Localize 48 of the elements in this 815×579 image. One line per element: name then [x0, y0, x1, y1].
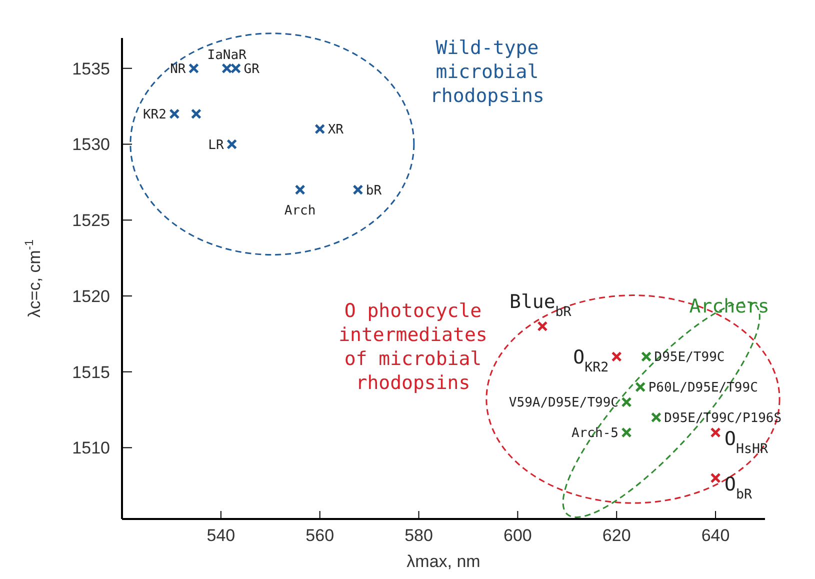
annotation: Arch — [284, 203, 316, 218]
x-tick-label: 640 — [701, 526, 730, 545]
annotation: LR — [208, 138, 224, 153]
point — [188, 63, 199, 74]
x-axis-title: λmax, nm — [406, 552, 480, 571]
x-tick-label: 600 — [504, 526, 532, 545]
point — [314, 124, 326, 134]
point — [710, 427, 721, 438]
point — [641, 351, 652, 362]
point — [621, 427, 632, 438]
point — [650, 412, 662, 423]
point — [621, 396, 632, 408]
annotation: P60L/D95E/T99C — [648, 380, 758, 396]
annotation: Arch-5 — [572, 426, 619, 442]
x-tick-label: 580 — [404, 526, 433, 545]
x-tick-label: 620 — [602, 526, 631, 545]
y-tick-label: 1535 — [72, 59, 110, 78]
text: Wild-type microbial rhodopsins — [430, 37, 544, 108]
point — [169, 108, 180, 120]
annotation: bR — [366, 183, 382, 198]
annotation: KR2 — [142, 107, 166, 122]
annotation: O$_{bR}$ — [724, 474, 752, 502]
annotation: O$_{HsHR}$ — [724, 428, 768, 457]
y-tick-label: 1510 — [72, 438, 110, 458]
x-tick-label: 540 — [206, 526, 236, 545]
annotation: V59A/D95E/T99C — [508, 396, 619, 411]
y-tick-label: 1520 — [72, 286, 110, 306]
point — [190, 108, 202, 120]
annotation: NR — [170, 62, 186, 77]
annotation: O$_{KR2}$ — [573, 346, 609, 375]
x-tick-label: 560 — [306, 526, 334, 545]
annotation: XR — [328, 122, 344, 138]
point — [294, 184, 306, 195]
annotation: Blue$_{bR}$ — [510, 290, 572, 320]
point — [352, 184, 364, 195]
annotation: D95E/T99C/P196S — [664, 410, 782, 426]
y-tick-label: 1525 — [72, 211, 110, 230]
point — [710, 472, 721, 484]
point — [226, 138, 238, 150]
point — [537, 321, 548, 332]
point — [635, 382, 646, 392]
annotation: IaNaR — [207, 48, 247, 63]
annotation: D95E/T99C — [654, 350, 725, 366]
y-tick-label: 1515 — [72, 362, 110, 382]
text: O photocycle intermediates of microbial rhodopsins — [338, 300, 488, 394]
annotation: GR — [244, 62, 260, 77]
point — [611, 351, 622, 362]
y-tick-label: 1530 — [72, 135, 110, 154]
